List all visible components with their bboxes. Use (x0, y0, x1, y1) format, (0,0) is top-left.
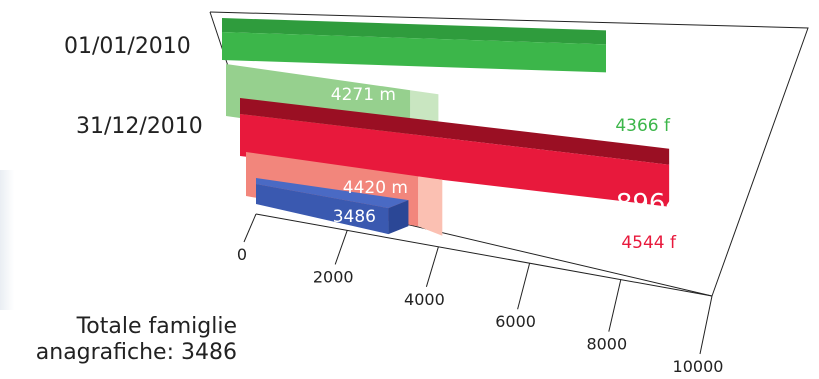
bar-families-top (256, 178, 409, 209)
bar-f-2010-end (418, 176, 443, 236)
axis-tick-label-10000: 10000 (673, 357, 724, 376)
axis-tick-label-0: 0 (237, 245, 247, 264)
axis-tick-label-8000: 8000 (586, 335, 627, 354)
axis-tick-label-4000: 4000 (404, 290, 445, 309)
frame-back-edge (209, 11, 809, 297)
bar-families-front (256, 184, 389, 235)
label-f-2010-start: 4366 f (615, 116, 671, 136)
category-label-end: 31/12/2010 (76, 114, 203, 139)
label-total-2010-start: 8637 (614, 61, 680, 91)
label-m-2010-end: 4420 m (343, 178, 408, 198)
chart-axis: 0 2000 4000 6000 8000 10000 (237, 213, 724, 376)
bar-total-2010-end-top (240, 98, 670, 165)
total-families-label: Totale famiglie anagrafiche: 3486 (36, 314, 237, 366)
total-families-line1: Totale famiglie (76, 314, 237, 339)
axis-tick-8000 (608, 279, 622, 332)
total-families-line2: anagrafiche: 3486 (35, 340, 237, 365)
bar-families-side (388, 200, 409, 235)
chart-bars: 8637 4271 m 4366 f 8964 4420 m 4544 f 3486 (222, 18, 682, 253)
axis-tick-label-6000: 6000 (495, 312, 536, 331)
axis-tick-0 (243, 213, 257, 243)
axis-tick-6000 (517, 263, 531, 310)
category-label-start: 01/01/2010 (64, 34, 191, 59)
label-m-2010-start: 4271 m (331, 85, 396, 105)
label-total-2010-end: 8964 (616, 189, 682, 219)
bar-total-2010-start-front (222, 32, 607, 73)
axis-tick-4000 (425, 246, 439, 287)
bar-total-2010-end-front (240, 114, 670, 207)
bar-total-2010-start-top (222, 18, 607, 45)
axis-tick-2000 (334, 230, 348, 265)
label-families: 3486 (333, 207, 376, 227)
axis-tick-label-2000: 2000 (313, 267, 354, 286)
axis-tick-10000 (699, 295, 713, 355)
label-f-2010-end: 4544 f (621, 233, 677, 253)
value-axis-line (255, 213, 713, 297)
left-shade (0, 170, 14, 310)
